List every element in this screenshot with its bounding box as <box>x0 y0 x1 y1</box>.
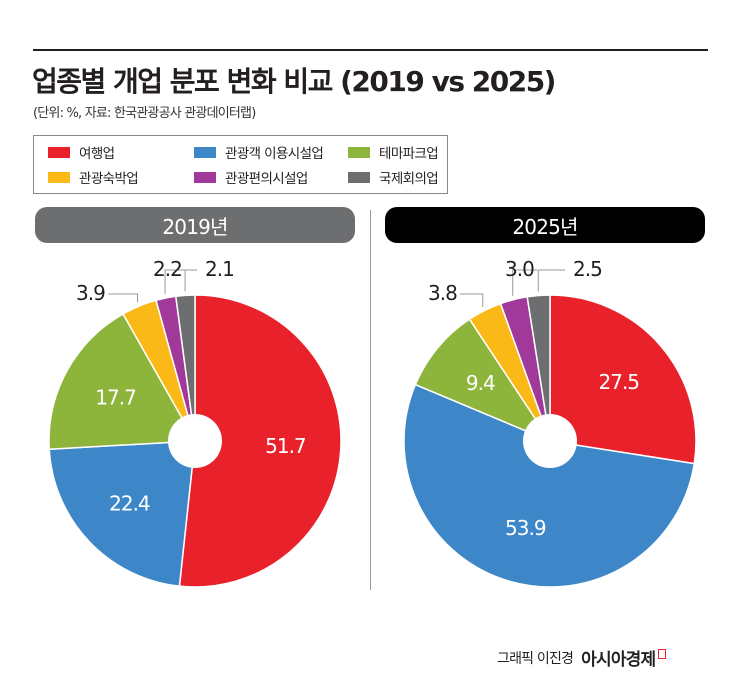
legend-swatch <box>48 146 70 158</box>
leader-line <box>184 269 197 292</box>
top-rule <box>33 49 708 51</box>
slice-value-label: 51.7 <box>265 434 306 458</box>
slice-value-label: 2.2 <box>153 257 182 281</box>
donut-hole <box>523 414 577 468</box>
legend-item: 관광숙박업 <box>48 167 139 187</box>
slice-value-label: 17.7 <box>95 386 136 410</box>
legend-swatch <box>194 171 216 183</box>
legend-swatch <box>194 146 216 158</box>
legend-label: 관광편의시설업 <box>225 171 308 187</box>
leader-line <box>537 269 565 292</box>
slice-value-label: 2.1 <box>205 257 234 281</box>
legend-label: 국제회의업 <box>379 171 439 187</box>
legend-label: 여행업 <box>79 146 115 162</box>
pie-slice <box>48 312 197 451</box>
pie-slice <box>414 318 552 443</box>
chart-subtitle: (단위: %, 자료: 한국관광공사 관광데이터랩) <box>33 106 256 121</box>
leader-line <box>164 269 185 295</box>
divider <box>370 210 371 590</box>
legend-swatch <box>348 146 370 158</box>
pie-slice <box>549 294 697 465</box>
legend-label: 테마파크업 <box>379 146 439 162</box>
legend-item: 여행업 <box>48 142 115 162</box>
brand-mark-icon <box>658 648 667 659</box>
pie-slice <box>48 440 196 587</box>
pie-slice <box>174 294 196 442</box>
legend-item: 관광객 이용시설업 <box>194 142 324 162</box>
pie-slice <box>403 383 696 588</box>
legend: 여행업 관광숙박업 관광객 이용시설업 관광편의시설업 테마파크업 국제회의업 <box>33 135 448 194</box>
header-2019: 2019년 <box>35 207 355 243</box>
legend-item: 국제회의업 <box>348 167 439 187</box>
legend-item: 관광편의시설업 <box>194 167 308 187</box>
legend-label: 관광객 이용시설업 <box>225 146 324 162</box>
leader-line <box>512 269 537 296</box>
slice-value-label: 53.9 <box>505 516 546 540</box>
credit: 그래픽 이진경 아시아경제 <box>497 645 667 670</box>
slice-value-label: 3.8 <box>428 281 457 305</box>
leader-line <box>460 293 484 307</box>
pie-slice <box>526 294 551 442</box>
slice-value-label: 27.5 <box>599 370 640 394</box>
donut-hole <box>168 414 222 468</box>
chart-title: 업종별 개업 분포 변화 비교 (2019 vs 2025) <box>32 65 556 98</box>
legend-swatch <box>48 171 70 183</box>
slice-value-label: 3.0 <box>505 257 534 281</box>
legend-item: 테마파크업 <box>348 142 439 162</box>
slice-value-label: 3.9 <box>76 281 105 305</box>
slice-value-label: 2.5 <box>573 257 602 281</box>
legend-label: 관광숙박업 <box>79 171 139 187</box>
header-2025: 2025년 <box>385 207 705 243</box>
leader-line <box>108 293 139 303</box>
byline: 그래픽 이진경 <box>497 650 574 667</box>
legend-swatch <box>348 171 370 183</box>
slice-value-label: 22.4 <box>109 491 150 515</box>
slice-value-label: 9.4 <box>466 371 495 395</box>
pie-slice <box>178 294 342 588</box>
brand-logo: 아시아경제 <box>581 650 656 670</box>
